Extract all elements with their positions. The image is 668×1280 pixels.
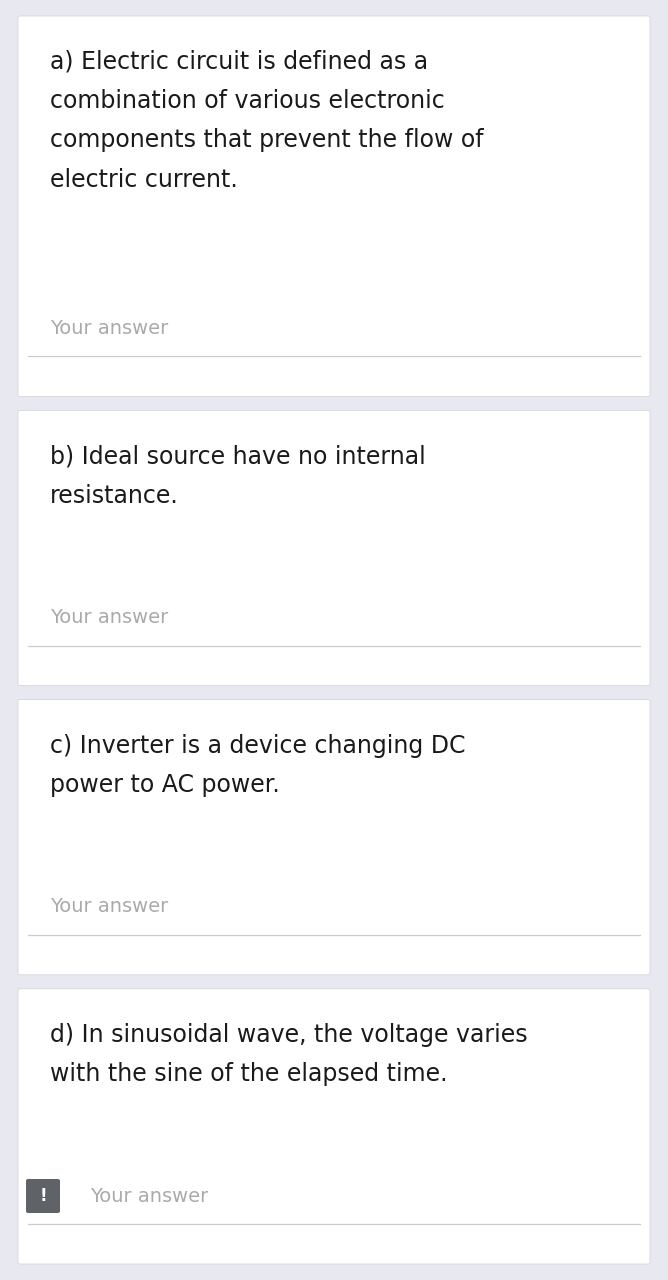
FancyBboxPatch shape: [18, 700, 650, 975]
Text: b) Ideal source have no internal
resistance.: b) Ideal source have no internal resista…: [50, 444, 426, 508]
Text: Your answer: Your answer: [50, 608, 168, 627]
FancyBboxPatch shape: [26, 1179, 60, 1213]
Text: c) Inverter is a device changing DC
power to AC power.: c) Inverter is a device changing DC powe…: [50, 733, 466, 797]
FancyBboxPatch shape: [18, 411, 650, 686]
Text: Your answer: Your answer: [90, 1187, 208, 1206]
Text: Your answer: Your answer: [50, 319, 168, 338]
Text: !: !: [39, 1187, 47, 1204]
FancyBboxPatch shape: [18, 15, 650, 397]
FancyBboxPatch shape: [18, 989, 650, 1263]
Text: d) In sinusoidal wave, the voltage varies
with the sine of the elapsed time.: d) In sinusoidal wave, the voltage varie…: [50, 1023, 528, 1085]
Text: a) Electric circuit is defined as a
combination of various electronic
components: a) Electric circuit is defined as a comb…: [50, 50, 484, 192]
Text: Your answer: Your answer: [50, 897, 168, 916]
